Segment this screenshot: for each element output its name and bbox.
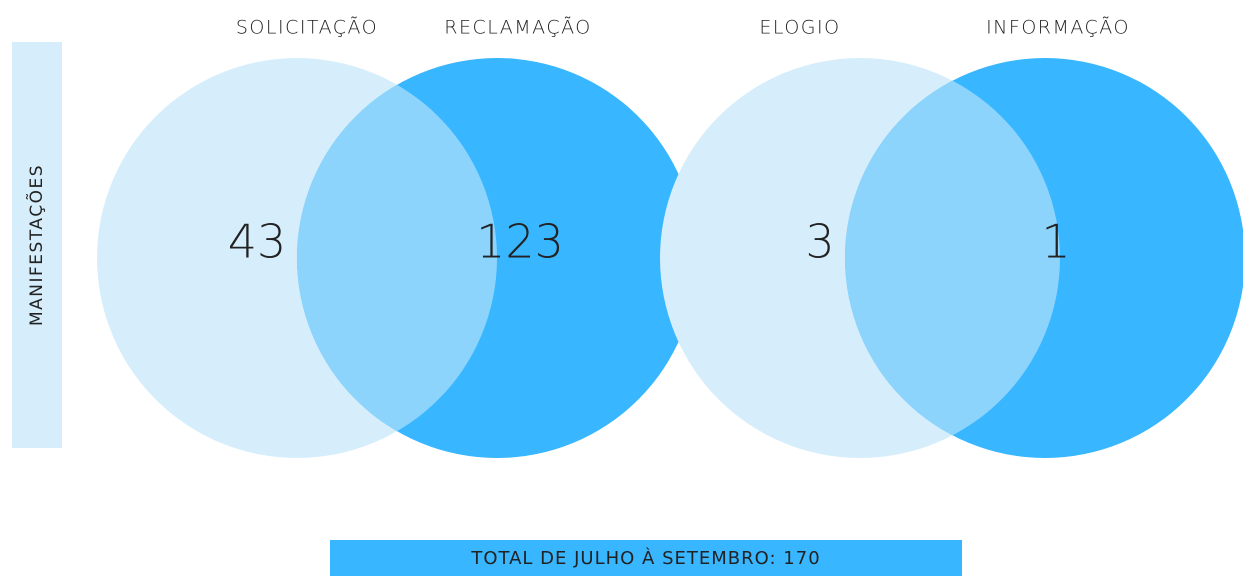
group-value: 3 — [805, 215, 834, 269]
overlap — [297, 58, 497, 458]
total-bar — [330, 540, 962, 576]
group-label: ELOGIO — [759, 17, 840, 39]
group-value: 123 — [476, 215, 564, 269]
group-value: 43 — [228, 215, 287, 269]
group-value: 1 — [1041, 215, 1070, 269]
group-label: RECLAMAÇÃO — [444, 16, 591, 39]
side-label: MANIFESTAÇÕES — [25, 164, 47, 326]
group-label: SOLICITAÇÃO — [236, 16, 378, 39]
overlap — [845, 58, 1060, 458]
side-bar — [12, 42, 62, 448]
group-label: INFORMAÇÃO — [986, 16, 1130, 39]
total-label: TOTAL DE JULHO À SETEMBRO: 170 — [470, 547, 820, 569]
